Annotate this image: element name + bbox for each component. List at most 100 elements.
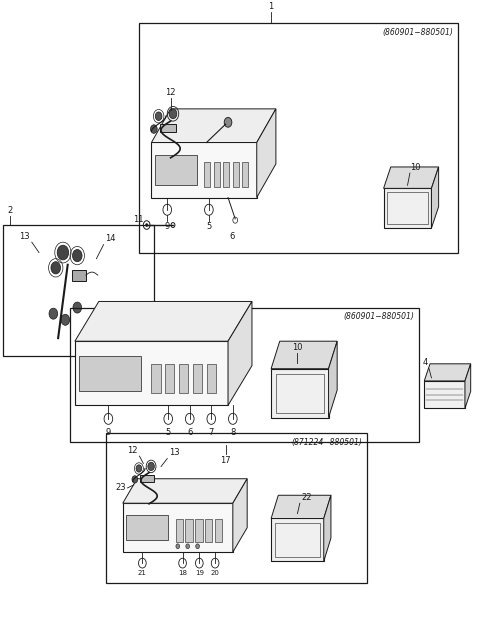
Circle shape: [211, 558, 219, 568]
Polygon shape: [271, 495, 331, 518]
Polygon shape: [424, 381, 465, 408]
Polygon shape: [123, 479, 247, 503]
Circle shape: [164, 413, 172, 424]
Polygon shape: [328, 341, 337, 418]
Polygon shape: [242, 162, 248, 186]
Circle shape: [72, 249, 82, 262]
Bar: [276, 374, 324, 413]
Circle shape: [195, 558, 203, 568]
Text: 5: 5: [206, 222, 212, 231]
Bar: [276, 523, 320, 557]
Polygon shape: [204, 162, 210, 186]
Polygon shape: [179, 363, 188, 392]
Text: 10: 10: [410, 163, 420, 172]
Text: 6: 6: [187, 428, 192, 437]
Circle shape: [132, 476, 138, 483]
Polygon shape: [223, 162, 229, 186]
Polygon shape: [271, 518, 324, 561]
Text: 9: 9: [106, 428, 111, 437]
Text: 23: 23: [116, 484, 126, 492]
Polygon shape: [257, 109, 276, 197]
Polygon shape: [152, 363, 161, 392]
Polygon shape: [155, 155, 197, 186]
Circle shape: [204, 204, 213, 215]
Polygon shape: [206, 363, 216, 392]
Text: 19: 19: [195, 571, 204, 576]
Polygon shape: [215, 519, 222, 542]
Text: 13: 13: [19, 232, 29, 241]
Text: 13: 13: [169, 449, 180, 457]
Polygon shape: [75, 302, 252, 341]
Circle shape: [104, 413, 113, 424]
Text: 17: 17: [220, 455, 231, 465]
Polygon shape: [75, 341, 228, 405]
Polygon shape: [185, 519, 192, 542]
Circle shape: [61, 314, 70, 325]
Polygon shape: [384, 167, 439, 188]
Circle shape: [228, 413, 237, 424]
Circle shape: [185, 413, 194, 424]
Text: 12: 12: [128, 446, 138, 455]
Text: 12: 12: [165, 88, 176, 97]
Text: 9: 9: [165, 222, 170, 231]
Text: 20: 20: [211, 571, 219, 576]
Polygon shape: [384, 188, 432, 228]
Polygon shape: [165, 363, 174, 392]
Circle shape: [207, 413, 216, 424]
Text: (860901−880501): (860901−880501): [382, 28, 453, 37]
Text: 4: 4: [423, 358, 428, 367]
Bar: [140, 23, 458, 252]
Circle shape: [176, 544, 180, 549]
Polygon shape: [228, 302, 252, 405]
Polygon shape: [80, 356, 141, 391]
Polygon shape: [123, 503, 233, 552]
Bar: [106, 433, 367, 582]
Circle shape: [179, 558, 186, 568]
Polygon shape: [432, 167, 439, 228]
Bar: [70, 307, 420, 442]
Circle shape: [171, 223, 175, 228]
Text: 1: 1: [268, 2, 274, 11]
Polygon shape: [324, 495, 331, 561]
Polygon shape: [465, 364, 471, 408]
Text: 14: 14: [105, 234, 116, 243]
Text: 21: 21: [138, 571, 147, 576]
Circle shape: [186, 544, 190, 549]
Circle shape: [156, 112, 162, 120]
Polygon shape: [271, 369, 328, 418]
Text: 18: 18: [178, 571, 187, 576]
Text: 8: 8: [230, 428, 236, 437]
Circle shape: [169, 109, 177, 118]
Text: 22: 22: [301, 493, 312, 502]
Text: 2: 2: [8, 205, 13, 215]
Circle shape: [139, 558, 146, 568]
Circle shape: [163, 204, 171, 215]
Text: (871224−880501): (871224−880501): [291, 438, 362, 447]
Polygon shape: [72, 270, 86, 281]
Circle shape: [196, 544, 200, 549]
Text: 10: 10: [292, 343, 303, 352]
Text: (860901−880501): (860901−880501): [344, 312, 415, 321]
Bar: [3, 225, 154, 357]
Polygon shape: [214, 162, 220, 186]
Circle shape: [51, 262, 60, 274]
Polygon shape: [126, 515, 168, 540]
Circle shape: [224, 117, 232, 127]
Bar: [387, 193, 428, 224]
Circle shape: [144, 221, 150, 230]
Polygon shape: [424, 364, 471, 381]
Circle shape: [49, 308, 58, 319]
Text: 5: 5: [166, 428, 171, 437]
Polygon shape: [152, 143, 257, 197]
Polygon shape: [205, 519, 213, 542]
Circle shape: [136, 465, 142, 472]
Circle shape: [145, 223, 148, 227]
Polygon shape: [152, 109, 276, 143]
Text: 6: 6: [229, 233, 235, 241]
Polygon shape: [160, 124, 176, 132]
Text: 7: 7: [209, 428, 214, 437]
Polygon shape: [195, 519, 203, 542]
Polygon shape: [233, 479, 247, 552]
Circle shape: [151, 125, 157, 133]
Polygon shape: [271, 341, 337, 369]
